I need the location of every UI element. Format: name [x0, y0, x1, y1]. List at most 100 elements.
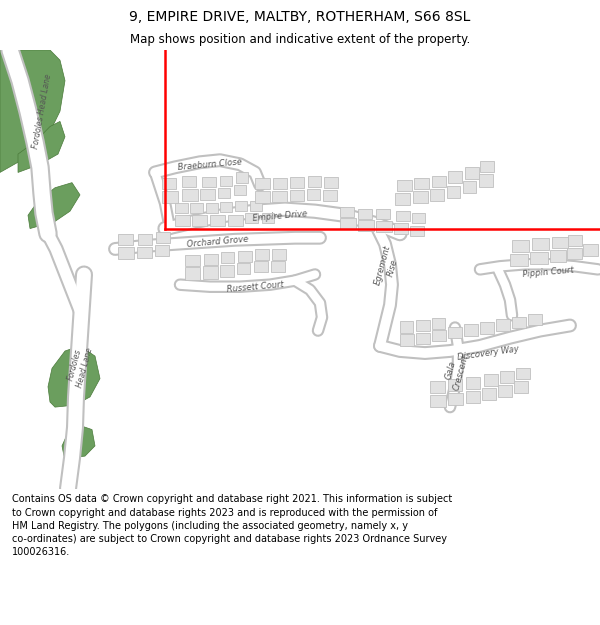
Polygon shape [234, 184, 246, 195]
Polygon shape [448, 171, 462, 182]
Polygon shape [221, 252, 234, 263]
Polygon shape [430, 381, 445, 393]
Polygon shape [203, 266, 218, 279]
Polygon shape [262, 213, 274, 224]
Text: Discovery Way: Discovery Way [457, 344, 520, 362]
Polygon shape [416, 332, 430, 344]
Polygon shape [238, 251, 252, 262]
Polygon shape [512, 318, 526, 328]
Polygon shape [254, 261, 268, 272]
Polygon shape [480, 161, 494, 172]
Polygon shape [416, 321, 430, 331]
Text: Braeburn Close: Braeburn Close [178, 157, 242, 172]
Polygon shape [162, 191, 178, 203]
Polygon shape [500, 371, 514, 382]
Polygon shape [272, 191, 287, 202]
Polygon shape [308, 176, 321, 187]
Text: Map shows position and indicative extent of the property.: Map shows position and indicative extent… [130, 32, 470, 46]
Polygon shape [400, 334, 414, 346]
Polygon shape [323, 190, 337, 201]
Polygon shape [192, 215, 207, 226]
Polygon shape [273, 177, 287, 189]
Polygon shape [358, 221, 374, 231]
Text: Fordoles
Head Lane: Fordoles Head Lane [65, 344, 95, 389]
Polygon shape [464, 324, 478, 336]
Polygon shape [218, 188, 230, 198]
Polygon shape [18, 121, 65, 172]
Polygon shape [220, 265, 234, 276]
Polygon shape [376, 221, 392, 232]
Polygon shape [397, 179, 412, 191]
Text: Gala
Crescent: Gala Crescent [442, 351, 470, 392]
Polygon shape [220, 202, 232, 212]
Polygon shape [568, 234, 582, 246]
Polygon shape [432, 329, 446, 341]
Polygon shape [395, 193, 410, 205]
Polygon shape [255, 249, 269, 260]
Polygon shape [175, 215, 190, 226]
Polygon shape [414, 177, 429, 189]
Polygon shape [448, 379, 462, 391]
Polygon shape [175, 203, 188, 213]
Text: Egremont
Rise: Egremont Rise [373, 244, 403, 289]
Polygon shape [340, 218, 356, 229]
Polygon shape [245, 213, 258, 224]
Polygon shape [400, 321, 413, 332]
Polygon shape [155, 245, 169, 256]
Polygon shape [290, 176, 304, 187]
Polygon shape [185, 255, 200, 266]
Polygon shape [413, 191, 428, 203]
Polygon shape [162, 177, 176, 189]
Polygon shape [514, 381, 528, 393]
Polygon shape [48, 346, 100, 407]
Polygon shape [465, 168, 479, 179]
Polygon shape [482, 388, 496, 400]
Polygon shape [156, 232, 170, 243]
Polygon shape [340, 207, 354, 217]
Polygon shape [432, 318, 445, 329]
Polygon shape [62, 426, 95, 458]
Polygon shape [220, 176, 232, 186]
Polygon shape [228, 215, 243, 226]
Polygon shape [28, 182, 80, 229]
Polygon shape [512, 240, 529, 252]
Polygon shape [137, 247, 152, 258]
Polygon shape [498, 384, 512, 397]
Polygon shape [210, 215, 225, 226]
Text: Pippin Court: Pippin Court [522, 266, 574, 279]
Polygon shape [479, 174, 493, 187]
Polygon shape [255, 177, 270, 189]
Polygon shape [550, 250, 566, 262]
Polygon shape [396, 211, 410, 221]
Polygon shape [290, 190, 304, 201]
Polygon shape [432, 176, 446, 187]
Polygon shape [358, 209, 372, 219]
Polygon shape [202, 176, 216, 187]
Polygon shape [516, 368, 530, 379]
Text: Russett Court: Russett Court [226, 280, 284, 294]
Polygon shape [204, 254, 218, 265]
Polygon shape [307, 189, 320, 200]
Polygon shape [272, 249, 286, 260]
Polygon shape [480, 322, 494, 334]
Polygon shape [118, 234, 133, 245]
Polygon shape [448, 393, 463, 405]
Polygon shape [410, 226, 424, 236]
Polygon shape [118, 247, 134, 259]
Polygon shape [412, 213, 425, 224]
Polygon shape [510, 254, 528, 266]
Polygon shape [463, 181, 476, 193]
Text: Empire Drive: Empire Drive [252, 209, 308, 223]
Polygon shape [138, 234, 152, 245]
Polygon shape [530, 252, 548, 264]
Polygon shape [448, 326, 462, 338]
Polygon shape [496, 319, 510, 331]
Polygon shape [447, 186, 460, 198]
Polygon shape [200, 189, 215, 200]
Polygon shape [206, 203, 218, 213]
Text: Fordoles Head Lane: Fordoles Head Lane [31, 73, 53, 149]
Polygon shape [376, 209, 390, 219]
Polygon shape [430, 189, 444, 201]
Polygon shape [185, 268, 200, 279]
Text: Contains OS data © Crown copyright and database right 2021. This information is : Contains OS data © Crown copyright and d… [12, 494, 452, 558]
